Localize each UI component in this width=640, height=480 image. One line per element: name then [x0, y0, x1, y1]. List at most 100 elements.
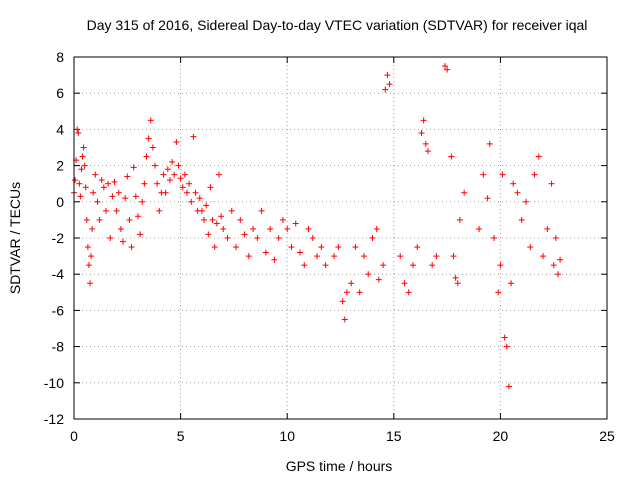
- data-point: [213, 220, 220, 227]
- data-point: [81, 162, 88, 169]
- data-point: [154, 180, 161, 187]
- data-point: [89, 225, 96, 232]
- data-point: [201, 216, 208, 223]
- data-point: [497, 262, 504, 269]
- x-tick-label: 15: [386, 428, 402, 444]
- x-tick-label: 5: [177, 428, 185, 444]
- data-point: [527, 244, 534, 251]
- data-point: [420, 117, 427, 124]
- y-axis-title: SDTVAR / TECUs: [7, 182, 23, 294]
- data-point: [503, 343, 510, 350]
- data-point: [339, 298, 346, 305]
- data-point: [279, 216, 286, 223]
- data-point: [267, 225, 274, 232]
- data-point: [84, 244, 91, 251]
- data-point: [369, 235, 376, 241]
- data-point: [72, 177, 79, 184]
- data-point: [452, 274, 459, 281]
- data-point: [508, 280, 515, 287]
- data-point: [335, 244, 342, 251]
- data-point: [401, 280, 408, 287]
- data-points: [71, 63, 564, 390]
- data-point: [88, 253, 95, 260]
- data-point: [309, 235, 316, 241]
- data-point: [318, 244, 325, 251]
- data-point: [126, 216, 133, 223]
- data-point: [78, 166, 85, 173]
- data-point: [499, 171, 506, 178]
- data-point: [113, 207, 120, 214]
- data-point: [181, 171, 188, 178]
- data-point: [105, 180, 112, 187]
- y-tick-label: 2: [56, 158, 64, 174]
- data-point: [196, 195, 203, 202]
- data-point: [228, 207, 235, 214]
- data-point: [109, 193, 116, 200]
- axis-ticks: [73, 56, 608, 420]
- data-point: [82, 184, 89, 191]
- data-point: [198, 207, 205, 214]
- data-point: [162, 189, 169, 196]
- data-point: [80, 144, 87, 151]
- data-point: [424, 148, 431, 155]
- data-point: [177, 175, 184, 182]
- data-point: [179, 184, 186, 191]
- data-point: [352, 244, 359, 251]
- data-point: [156, 207, 163, 214]
- data-point: [115, 189, 122, 196]
- data-point: [220, 225, 227, 232]
- data-point: [128, 244, 135, 251]
- data-point: [384, 72, 391, 79]
- data-point: [233, 244, 240, 251]
- data-point: [134, 213, 141, 220]
- x-tick-label: 25: [599, 428, 615, 444]
- data-point: [360, 253, 367, 260]
- data-point: [448, 153, 455, 160]
- x-tick-label: 10: [279, 428, 295, 444]
- data-point: [375, 276, 382, 283]
- data-point: [544, 225, 551, 232]
- data-point: [441, 63, 448, 70]
- data-point: [139, 198, 146, 205]
- data-point: [147, 117, 154, 124]
- data-point: [192, 189, 199, 196]
- x-tick-label: 20: [493, 428, 509, 444]
- data-point: [85, 262, 92, 269]
- data-point: [343, 289, 350, 296]
- data-point: [341, 316, 348, 323]
- data-point: [540, 253, 547, 260]
- data-point: [548, 180, 555, 187]
- data-point: [382, 86, 389, 93]
- y-tick-label: -10: [44, 375, 64, 391]
- data-point: [207, 184, 214, 191]
- y-tick-label: 4: [56, 121, 64, 137]
- data-point: [454, 280, 461, 287]
- data-point: [292, 220, 299, 227]
- data-point: [164, 166, 171, 173]
- data-point: [173, 139, 180, 146]
- data-point: [149, 144, 156, 151]
- data-point: [557, 256, 564, 263]
- data-point: [107, 235, 114, 241]
- data-point: [102, 207, 109, 214]
- data-point: [79, 153, 86, 160]
- data-point: [284, 225, 291, 232]
- data-point: [145, 135, 152, 142]
- data-point: [550, 262, 557, 269]
- data-point: [209, 216, 216, 223]
- data-point: [90, 189, 97, 196]
- data-point: [414, 244, 421, 251]
- data-point: [510, 180, 517, 187]
- data-point: [552, 235, 559, 241]
- data-point: [397, 253, 404, 260]
- data-point: [522, 198, 529, 205]
- data-point: [211, 244, 218, 251]
- x-tick-label: 0: [70, 428, 78, 444]
- data-point: [186, 180, 193, 187]
- data-point: [86, 280, 93, 287]
- data-point: [224, 235, 231, 241]
- data-point: [314, 253, 321, 260]
- data-point: [250, 225, 257, 232]
- data-point: [301, 262, 308, 269]
- y-tick-label: -8: [52, 339, 65, 355]
